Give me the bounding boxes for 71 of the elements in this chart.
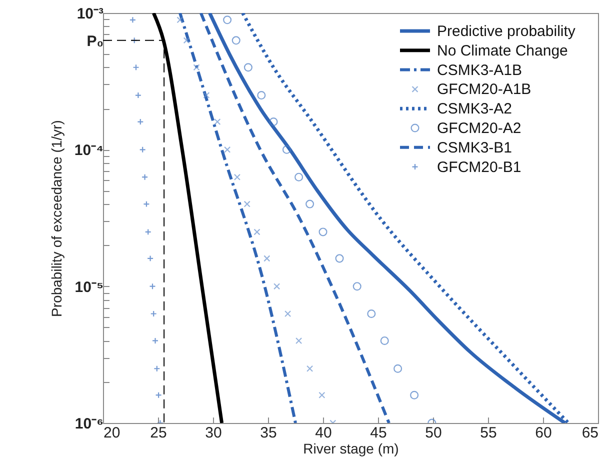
point (176, 16, 184, 24)
point (257, 91, 266, 100)
point (234, 174, 240, 180)
point (335, 254, 344, 263)
legend-label: CSMK3-A2 (437, 100, 512, 118)
x-tick-label: 20 (104, 424, 120, 442)
point (284, 310, 292, 318)
point (318, 228, 328, 236)
legend-label: CSMK3-B1 (437, 139, 512, 156)
y-tick-label: 10⁻⁴ (74, 142, 104, 160)
point (143, 200, 150, 208)
point (152, 337, 159, 344)
x-tick-label: 35 (260, 424, 277, 442)
y-tick-label: 10⁻⁶ (74, 416, 104, 432)
y-tick-label: 10⁻⁵ (74, 278, 104, 296)
point (232, 36, 240, 45)
y-tick-label: P₀ (86, 32, 104, 50)
point (134, 92, 142, 99)
point (139, 146, 146, 153)
legend-label: Predictive probability (437, 23, 576, 40)
point (154, 365, 160, 372)
point (306, 365, 314, 372)
point (394, 364, 402, 373)
x-tick-label: 30 (205, 424, 222, 442)
point (147, 255, 154, 262)
legend-label: GFCM20-A1B (437, 81, 532, 98)
point (144, 228, 152, 236)
point (149, 283, 156, 290)
point (318, 392, 326, 398)
legend-label: CSMK3-A1B (437, 62, 522, 79)
x-tick-label: 25 (150, 424, 167, 442)
y-tick-label: 10⁻³ (76, 6, 104, 22)
point (129, 16, 136, 24)
point (203, 92, 210, 99)
point (150, 310, 157, 318)
point (183, 37, 190, 44)
line-series (199, 13, 390, 423)
point (264, 255, 270, 262)
point (137, 118, 144, 126)
point (296, 337, 302, 344)
point (193, 64, 200, 71)
point (294, 172, 304, 182)
point (352, 282, 362, 291)
point (306, 200, 314, 208)
point (282, 145, 291, 154)
point (380, 336, 389, 345)
point (155, 392, 162, 398)
line-series (178, 13, 297, 423)
x-tick-label: 65 (582, 424, 598, 442)
x-tick-label: 45 (370, 424, 387, 442)
point (367, 310, 376, 318)
point (214, 118, 221, 126)
x-tick-label: 40 (315, 424, 332, 442)
x-axis-title: River stage (m) (303, 440, 399, 456)
y-axis-title: Probability of exceedance (1/yr) (48, 120, 64, 317)
point (274, 283, 280, 290)
point (142, 174, 148, 180)
x-tick-label: 55 (480, 424, 497, 442)
point (254, 228, 260, 236)
point (244, 200, 250, 208)
point (132, 64, 140, 71)
legend-label: No Climate Change (437, 42, 568, 60)
legend-label: GFCM20-B1 (437, 158, 522, 176)
point (269, 118, 278, 126)
point (223, 16, 232, 24)
x-tick-label: 50 (425, 424, 442, 442)
point (244, 63, 252, 72)
x-tick-label: 60 (535, 424, 552, 442)
point (224, 146, 231, 153)
legend-label: GFCM20-A2 (437, 120, 522, 137)
point (410, 390, 419, 400)
